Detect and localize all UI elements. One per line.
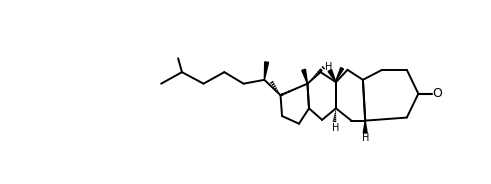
Text: H: H (332, 123, 340, 132)
Polygon shape (336, 68, 344, 81)
Polygon shape (264, 62, 269, 80)
Text: H: H (325, 62, 332, 72)
Polygon shape (302, 69, 307, 84)
Polygon shape (328, 70, 336, 82)
Polygon shape (363, 121, 367, 133)
Text: H: H (361, 133, 369, 143)
Text: O: O (433, 87, 442, 100)
